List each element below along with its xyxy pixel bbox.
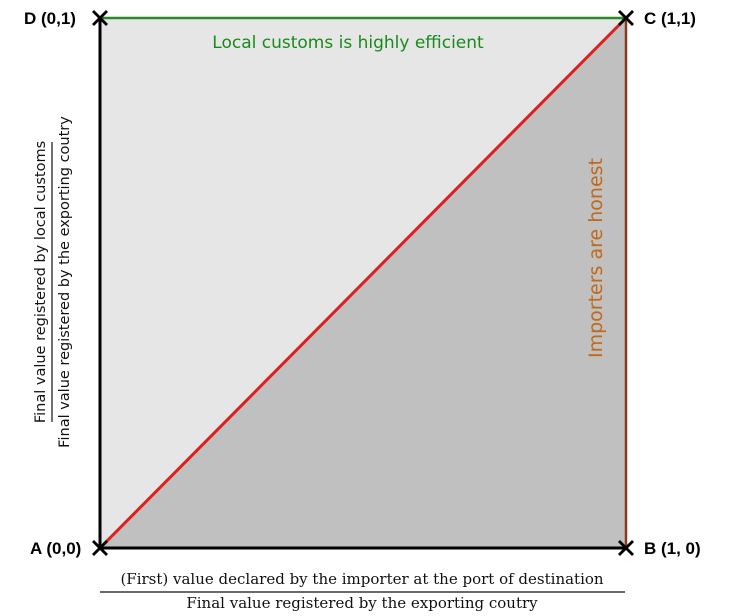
corner-d-marker [92,10,108,26]
diagonal-line [98,16,628,550]
corner-b-label: B (1, 0) [644,539,701,558]
corner-a-marker [92,540,108,556]
corner-a-label: A (0,0) [30,539,81,558]
corner-b-marker [618,540,634,556]
corner-d-label: D (0,1) [24,9,76,28]
y-axis-numerator: Final value registered by local customs [33,141,49,423]
corner-c-label: C (1,1) [644,9,696,28]
y-axis-label: Final value registered by local customs … [33,116,73,448]
corner-c-marker [618,10,634,26]
x-axis-numerator: (First) value declared by the importer a… [120,570,603,588]
right-edge-label: Importers are honest [585,158,607,358]
y-axis-denominator: Final value registered by the exporting … [57,116,73,448]
x-axis-label: (First) value declared by the importer a… [100,570,625,612]
x-axis-denominator: Final value registered by the exporting … [186,594,538,612]
top-edge-label: Local customs is highly efficient [212,33,484,53]
